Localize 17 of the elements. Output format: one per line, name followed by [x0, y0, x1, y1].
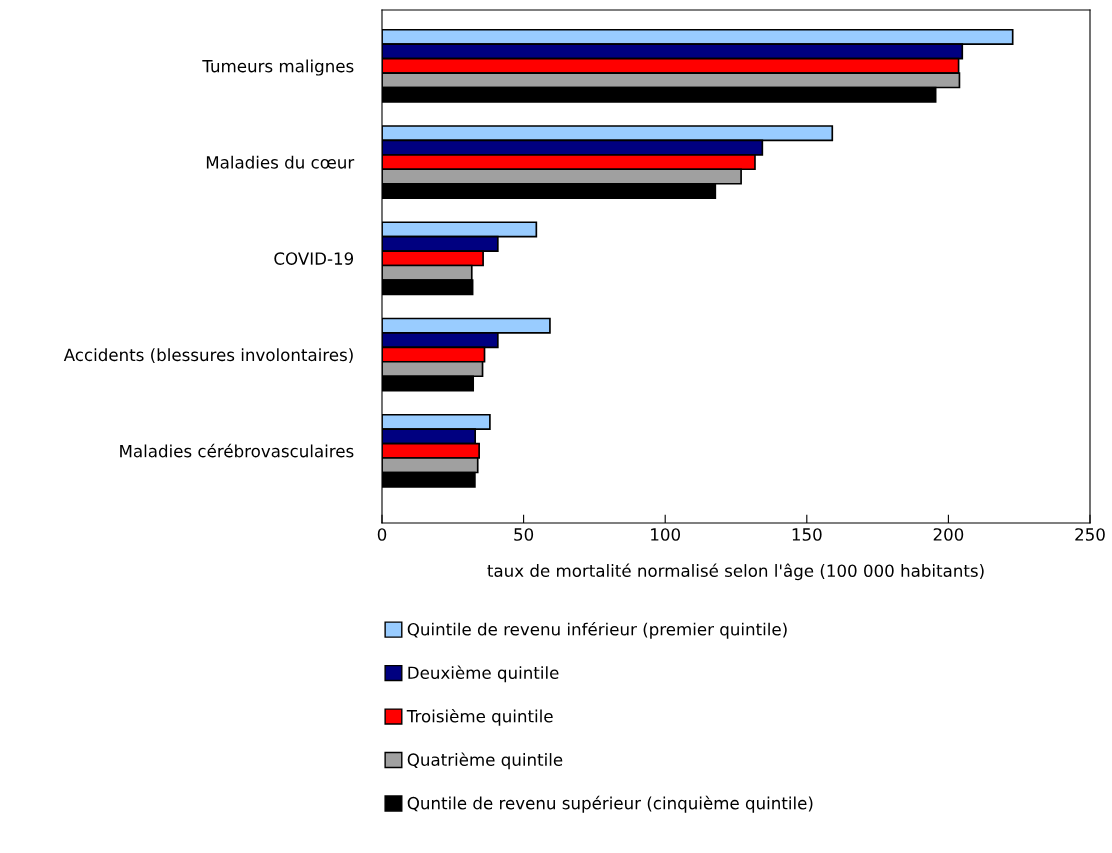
y-tick-label: Maladies du cœur [206, 155, 355, 169]
y-tick-label: Tumeurs malignes [202, 59, 354, 76]
legend-label: Quntile de revenu supérieur (cinquième quintile) [407, 795, 813, 813]
legend-label: Deuxième quintile [408, 665, 559, 683]
y-tick-label: COVID-19 [274, 252, 354, 265]
x-tick-label: 100 [651, 528, 680, 541]
legend-label: Troisième quintile [406, 708, 553, 726]
x-tick-label: 0 [377, 528, 387, 541]
x-axis-title: taux de mortalité normalisé selon l'âge (100 000 habitants) [487, 563, 984, 581]
legend-label: Quatrième quintile [407, 752, 563, 770]
x-tick-label: 50 [514, 528, 534, 541]
legend-label: Quintile de revenu inférieur (premier quintile) [407, 622, 787, 639]
x-tick-label: 200 [933, 528, 964, 541]
x-tick-label: 150 [792, 528, 822, 541]
y-tick-label: Accidents (blessures involontaires) [63, 348, 353, 364]
x-tick-label: 250 [1075, 528, 1105, 541]
y-tick-label: Maladies cérébrovasculaires [120, 443, 354, 458]
